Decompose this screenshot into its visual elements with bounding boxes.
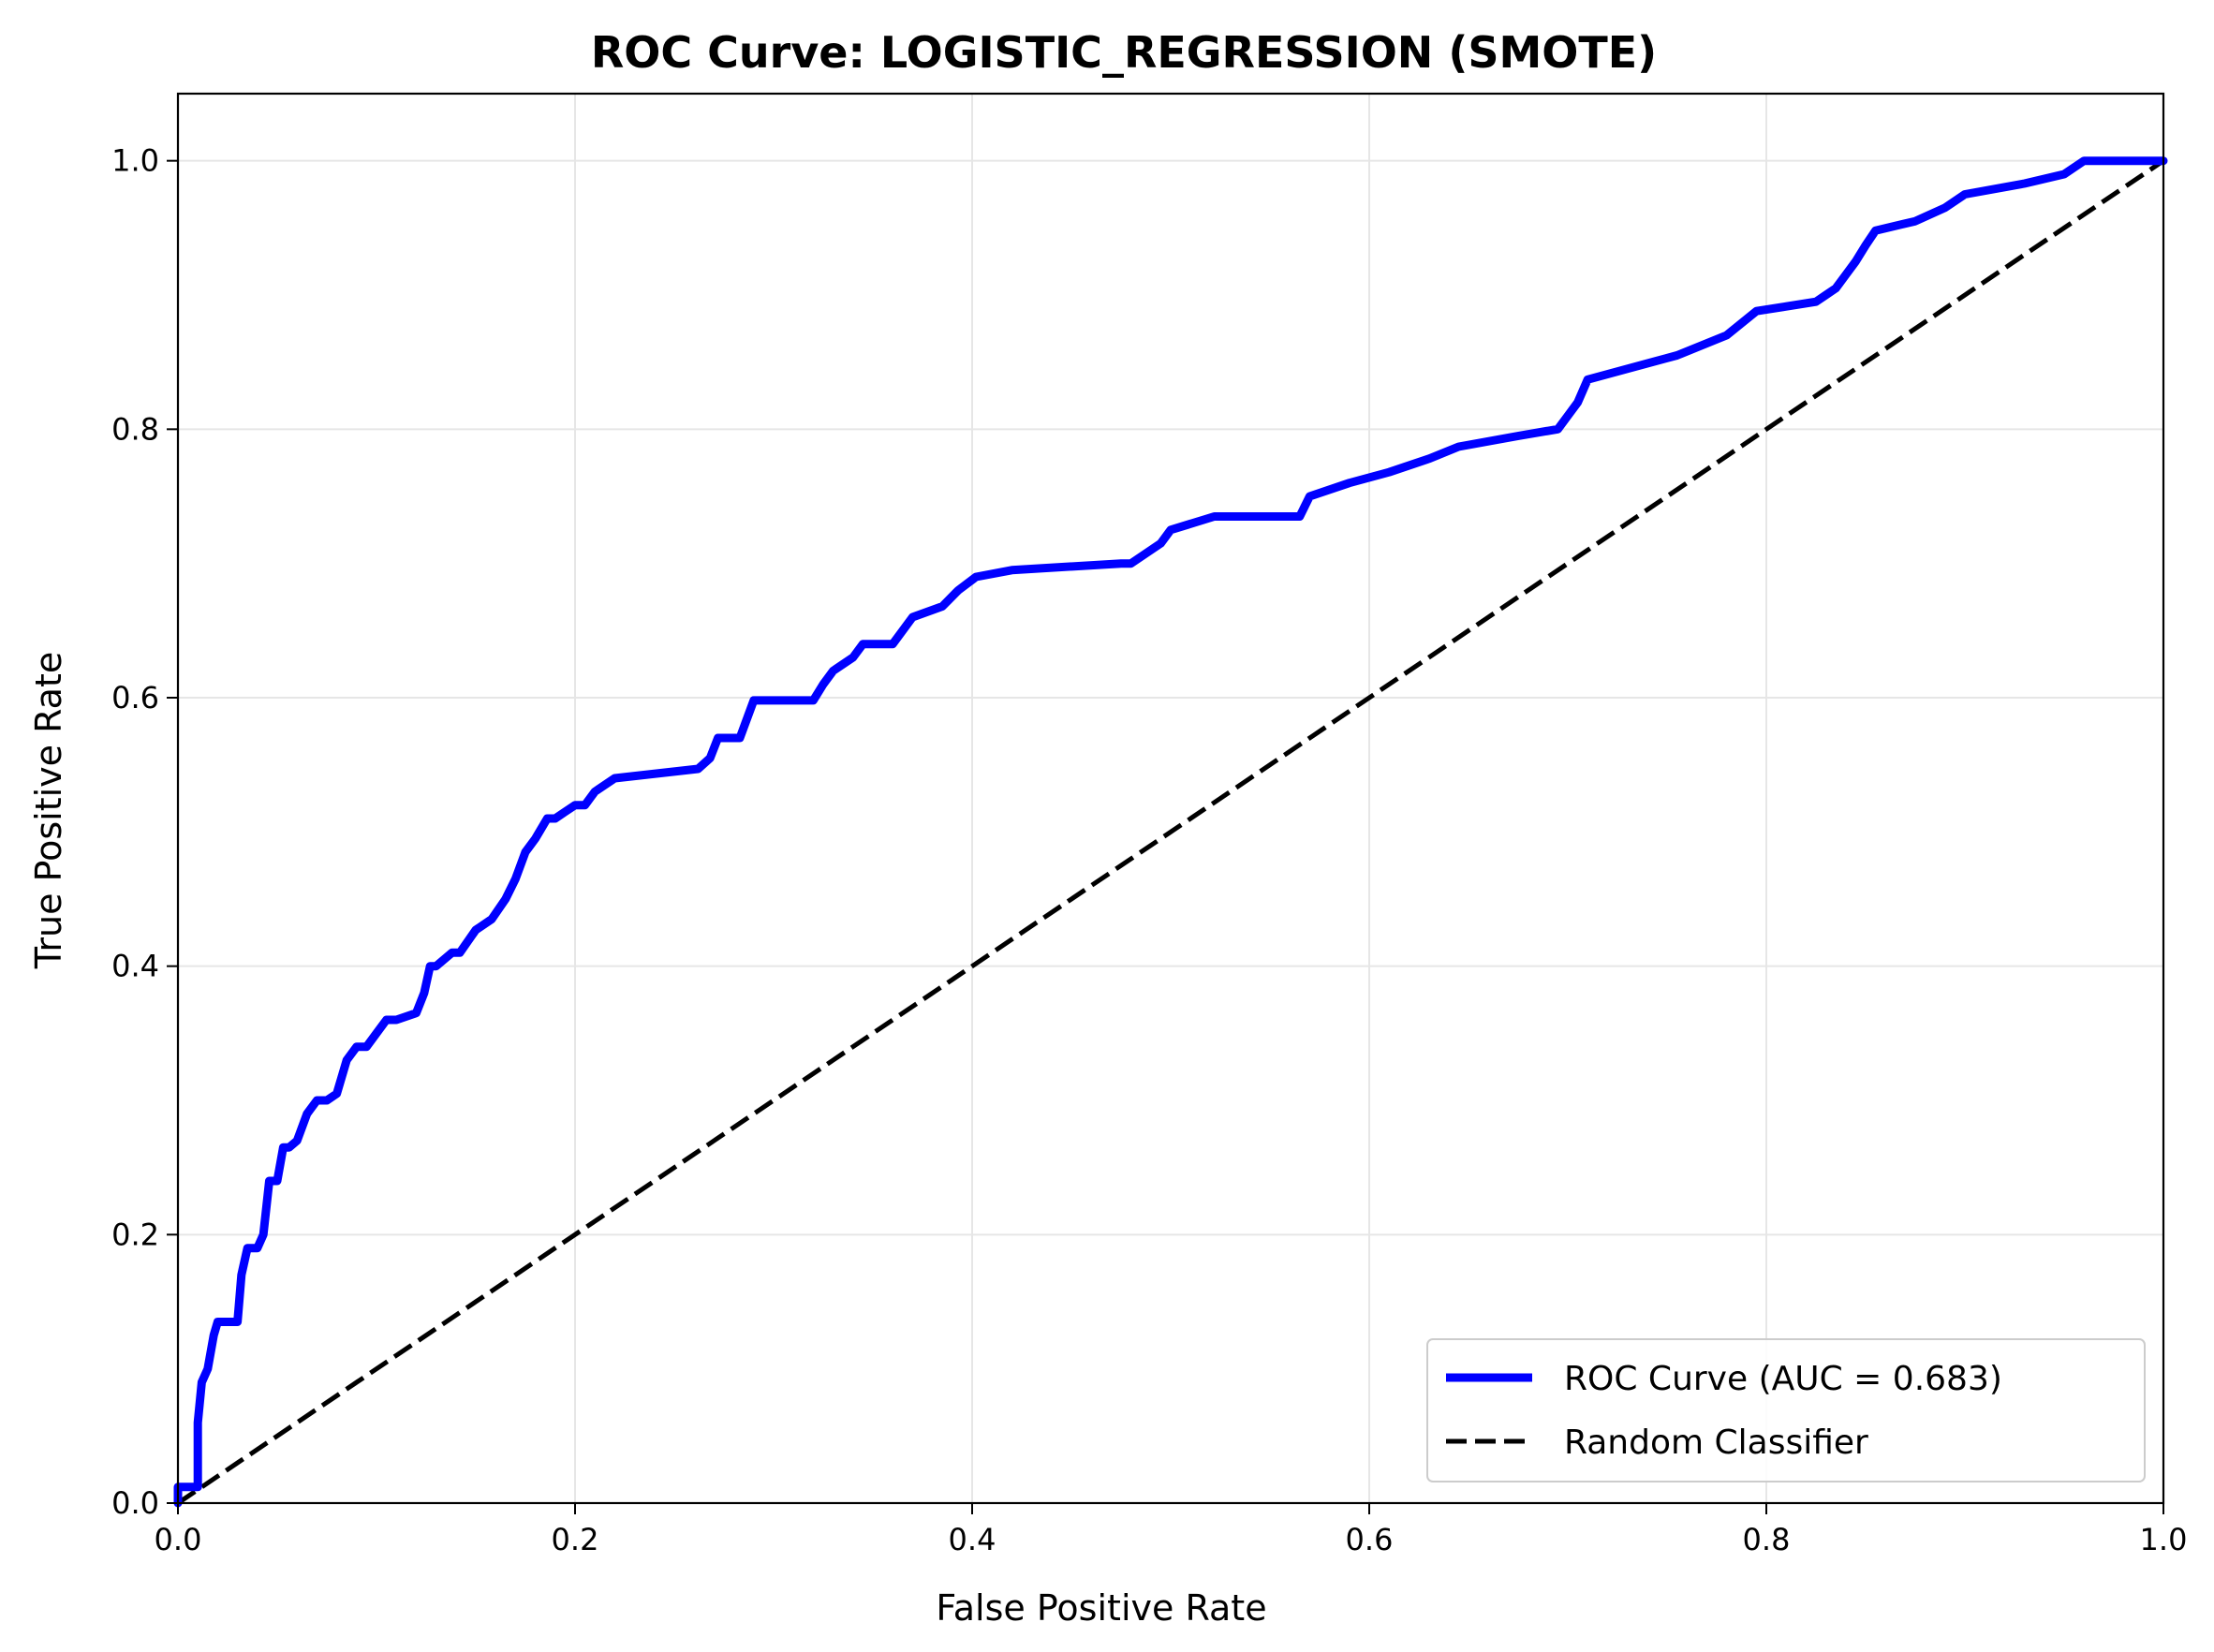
y-tick-label: 0.0 [111, 1485, 159, 1521]
random-classifier-line [176, 158, 2165, 1506]
plot-area-frame [176, 92, 2165, 1505]
grid-lines [177, 94, 2164, 1504]
x-tick-label: 0.0 [155, 1522, 202, 1557]
legend-random-label: Random Classifier [1564, 1423, 1868, 1462]
x-axis-label: False Positive Rate [936, 1587, 1266, 1629]
y-tick-label: 0.2 [111, 1217, 159, 1252]
x-tick-label: 0.6 [1346, 1522, 1394, 1557]
chart-title: ROC Curve: LOGISTIC_REGRESSION (SMOTE) [591, 27, 1657, 78]
axis-ticks: 0.0 0.2 0.4 0.6 0.8 1.0 0.0 0.2 0.4 0.6 0.8 1.0 [111, 143, 2187, 1557]
x-tick-label: 1.0 [2140, 1522, 2188, 1557]
legend-box [1426, 1338, 2146, 1482]
y-axis-label: True Positive Rate [28, 652, 69, 970]
x-tick-label: 0.2 [552, 1522, 599, 1557]
y-tick-label: 0.4 [111, 949, 159, 984]
legend-roc-label: ROC Curve (AUC = 0.683) [1564, 1360, 2002, 1398]
legend: ROC Curve (AUC = 0.683) Random Classifie… [1426, 1338, 2146, 1482]
y-tick-label: 0.8 [111, 411, 159, 447]
series-layer [173, 156, 2168, 1508]
roc-curve-line [173, 156, 2168, 1508]
y-tick-label: 1.0 [111, 143, 159, 179]
x-tick-label: 0.8 [1743, 1522, 1791, 1557]
x-tick-label: 0.4 [949, 1522, 996, 1557]
y-tick-label: 0.6 [111, 680, 159, 715]
